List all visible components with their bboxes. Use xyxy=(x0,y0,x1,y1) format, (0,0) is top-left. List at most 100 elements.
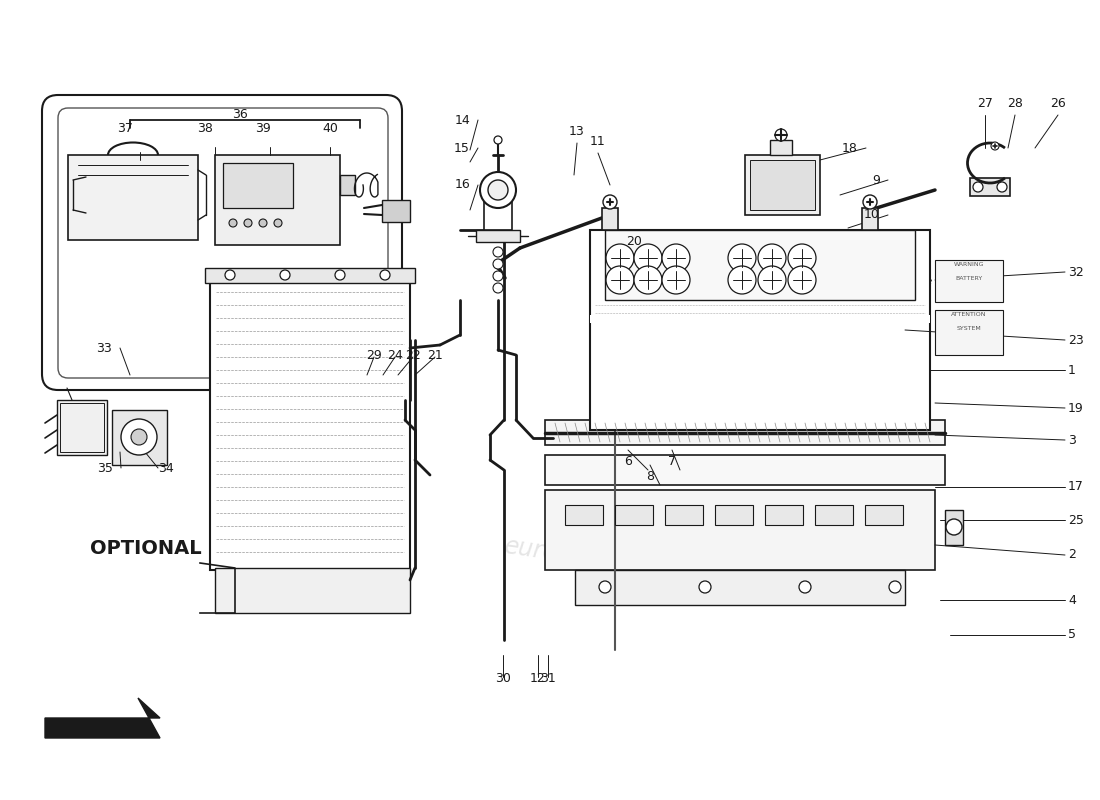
Bar xyxy=(865,505,903,525)
Text: OPTIONAL: OPTIONAL xyxy=(90,538,201,558)
Text: 33: 33 xyxy=(97,342,112,354)
Bar xyxy=(565,505,603,525)
Bar xyxy=(745,155,820,215)
Text: 24: 24 xyxy=(387,349,403,362)
Text: 34: 34 xyxy=(158,462,174,474)
Text: 13: 13 xyxy=(569,125,585,138)
Text: BATTERY: BATTERY xyxy=(956,277,982,282)
Circle shape xyxy=(698,581,711,593)
Bar xyxy=(715,505,754,525)
Text: 23: 23 xyxy=(1068,334,1084,346)
Bar xyxy=(602,208,618,230)
Circle shape xyxy=(493,259,503,269)
Polygon shape xyxy=(45,698,159,738)
Circle shape xyxy=(758,244,786,272)
Circle shape xyxy=(788,244,816,272)
Circle shape xyxy=(728,244,756,272)
Circle shape xyxy=(336,270,345,280)
Bar xyxy=(575,570,905,605)
Circle shape xyxy=(493,271,503,281)
Text: 9: 9 xyxy=(872,174,880,186)
Text: 22: 22 xyxy=(405,349,421,362)
Circle shape xyxy=(662,244,690,272)
Circle shape xyxy=(662,266,690,294)
Text: 28: 28 xyxy=(1008,97,1023,110)
Bar xyxy=(544,490,935,570)
Text: 6: 6 xyxy=(624,455,631,468)
Text: 19: 19 xyxy=(1068,402,1084,414)
Text: 8: 8 xyxy=(646,470,654,483)
Bar xyxy=(476,230,520,242)
Circle shape xyxy=(799,581,811,593)
Circle shape xyxy=(121,419,157,455)
Circle shape xyxy=(603,195,617,209)
Circle shape xyxy=(600,581,610,593)
Circle shape xyxy=(758,266,786,294)
Bar xyxy=(214,155,340,245)
Circle shape xyxy=(274,219,282,227)
Text: 20: 20 xyxy=(626,235,642,248)
Text: 31: 31 xyxy=(540,672,556,685)
Circle shape xyxy=(280,270,290,280)
Circle shape xyxy=(864,195,877,209)
Bar xyxy=(60,403,104,452)
Text: 30: 30 xyxy=(495,672,510,685)
Text: 17: 17 xyxy=(1068,481,1084,494)
Text: 14: 14 xyxy=(454,114,470,126)
Text: 5: 5 xyxy=(1068,629,1076,642)
Bar xyxy=(770,140,792,155)
Text: 26: 26 xyxy=(1050,97,1066,110)
Text: 36: 36 xyxy=(232,109,248,122)
Text: 7: 7 xyxy=(668,455,676,468)
Bar xyxy=(205,268,415,283)
Bar xyxy=(382,200,410,222)
Text: 11: 11 xyxy=(590,135,606,148)
Text: 27: 27 xyxy=(977,97,993,110)
Circle shape xyxy=(634,266,662,294)
Text: 4: 4 xyxy=(1068,594,1076,606)
Text: 40: 40 xyxy=(322,122,338,135)
Text: 3: 3 xyxy=(1068,434,1076,446)
Bar xyxy=(590,315,930,323)
Bar xyxy=(544,420,945,445)
Bar xyxy=(223,163,293,208)
Bar xyxy=(214,568,410,613)
Circle shape xyxy=(634,244,662,272)
Text: 1: 1 xyxy=(1068,363,1076,377)
Text: 16: 16 xyxy=(454,178,470,191)
Bar xyxy=(57,400,107,455)
Circle shape xyxy=(244,219,252,227)
Circle shape xyxy=(728,266,756,294)
Bar xyxy=(605,230,915,300)
Bar xyxy=(862,208,878,230)
Bar xyxy=(750,160,815,210)
Text: 10: 10 xyxy=(865,209,880,222)
Text: 15: 15 xyxy=(454,142,470,154)
Bar xyxy=(764,505,803,525)
Circle shape xyxy=(226,270,235,280)
Text: 12: 12 xyxy=(530,672,546,685)
Bar xyxy=(340,175,355,195)
Circle shape xyxy=(776,129,786,141)
Text: 2: 2 xyxy=(1068,549,1076,562)
Circle shape xyxy=(131,429,147,445)
Text: 21: 21 xyxy=(427,349,443,362)
Text: eurospares: eurospares xyxy=(754,534,887,576)
Circle shape xyxy=(606,244,634,272)
Bar xyxy=(815,505,852,525)
Circle shape xyxy=(480,172,516,208)
Bar xyxy=(945,510,962,545)
Text: SYSTEM: SYSTEM xyxy=(957,326,981,331)
Circle shape xyxy=(946,519,962,535)
Circle shape xyxy=(606,266,634,294)
Text: 29: 29 xyxy=(366,349,382,362)
Text: ATTENTION: ATTENTION xyxy=(952,313,987,318)
Text: eurospares: eurospares xyxy=(213,569,346,611)
Circle shape xyxy=(997,182,1006,192)
Text: eurospares: eurospares xyxy=(503,534,637,576)
Circle shape xyxy=(974,182,983,192)
Circle shape xyxy=(493,247,503,257)
Text: 39: 39 xyxy=(255,122,271,135)
Circle shape xyxy=(493,283,503,293)
Bar xyxy=(68,155,198,240)
